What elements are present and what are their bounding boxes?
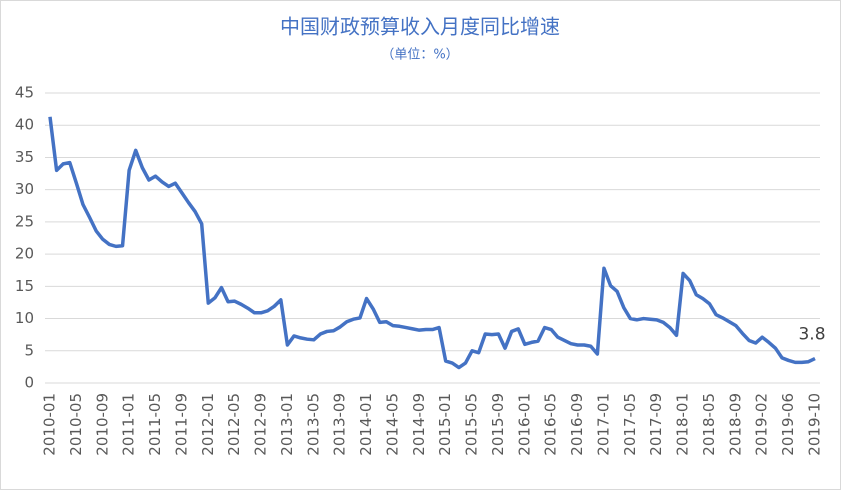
y-tick-label: 15 (15, 277, 34, 295)
x-tick-label: 2019-02 (753, 393, 771, 456)
data-label: 3.8 (798, 325, 825, 345)
x-tick-label: 2017-05 (621, 393, 639, 456)
y-tick-label: 10 (15, 309, 34, 327)
x-tick-label: 2011-01 (120, 393, 138, 456)
x-tick-label: 2016-01 (515, 393, 533, 456)
x-tick-label: 2015-01 (436, 393, 454, 456)
y-tick-label: 5 (24, 341, 34, 359)
x-tick-label: 2013-09 (331, 393, 349, 456)
x-tick-label: 2016-09 (568, 393, 586, 456)
x-tick-label: 2019-06 (779, 393, 797, 456)
x-tick-label: 2011-09 (172, 393, 190, 456)
y-tick-label: 25 (15, 212, 34, 230)
x-tick-label: 2015-05 (463, 393, 481, 456)
chart-subtitle: （单位：%） (381, 48, 458, 63)
x-tick-label: 2019-10 (806, 393, 824, 456)
y-tick-label: 35 (15, 148, 34, 166)
y-tick-label: 40 (15, 116, 34, 134)
x-tick-label: 2017-01 (594, 393, 612, 456)
x-tick-label: 2011-05 (146, 393, 164, 456)
x-tick-label: 2015-09 (489, 393, 507, 456)
x-tick-label: 2013-01 (278, 393, 296, 456)
x-tick-label: 2017-09 (647, 393, 665, 456)
line (48, 116, 816, 370)
y-tick-label: 30 (15, 180, 34, 198)
y-tick-label: 0 (24, 374, 34, 392)
x-tick-label: 2010-09 (93, 393, 111, 456)
x-tick-label: 2012-05 (225, 393, 243, 456)
x-tick-label: 2010-05 (67, 393, 85, 456)
chart-title: 中国财政预算收入月度同比增速 (280, 15, 560, 39)
x-tick-label: 2012-01 (199, 393, 217, 456)
x-tick-label: 2012-09 (252, 393, 270, 456)
x-tick-label: 2014-01 (357, 393, 375, 456)
y-tick-label: 20 (15, 245, 34, 263)
x-tick-label: 2018-01 (674, 393, 692, 456)
x-tick-label: 2018-05 (700, 393, 718, 456)
y-tick-label: 45 (15, 84, 34, 102)
x-tick-label: 2018-09 (726, 393, 744, 456)
x-tick-label: 2016-05 (542, 393, 560, 456)
x-tick-label: 2014-05 (383, 393, 401, 456)
x-tick-label: 2013-05 (304, 393, 322, 456)
x-tick-label: 2010-01 (41, 393, 59, 456)
x-tick-label: 2014-09 (410, 393, 428, 456)
